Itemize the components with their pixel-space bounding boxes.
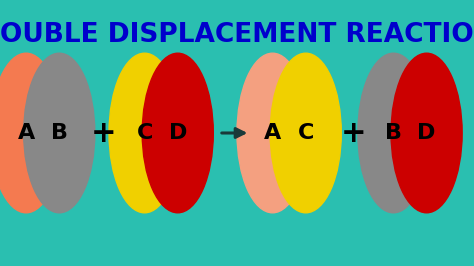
Text: A: A xyxy=(264,123,281,143)
Ellipse shape xyxy=(0,53,62,213)
Text: C: C xyxy=(298,123,314,143)
Ellipse shape xyxy=(109,53,180,213)
Ellipse shape xyxy=(270,53,341,213)
Text: B: B xyxy=(51,123,68,143)
Text: C: C xyxy=(137,123,153,143)
Text: +: + xyxy=(91,118,116,148)
Text: DOUBLE DISPLACEMENT REACTION: DOUBLE DISPLACEMENT REACTION xyxy=(0,22,474,48)
Text: B: B xyxy=(385,123,402,143)
Text: D: D xyxy=(418,123,436,143)
Ellipse shape xyxy=(237,53,308,213)
Text: D: D xyxy=(169,123,187,143)
Text: +: + xyxy=(340,118,366,148)
Ellipse shape xyxy=(24,53,95,213)
Ellipse shape xyxy=(391,53,462,213)
Ellipse shape xyxy=(142,53,213,213)
Text: A: A xyxy=(18,123,35,143)
Ellipse shape xyxy=(358,53,429,213)
